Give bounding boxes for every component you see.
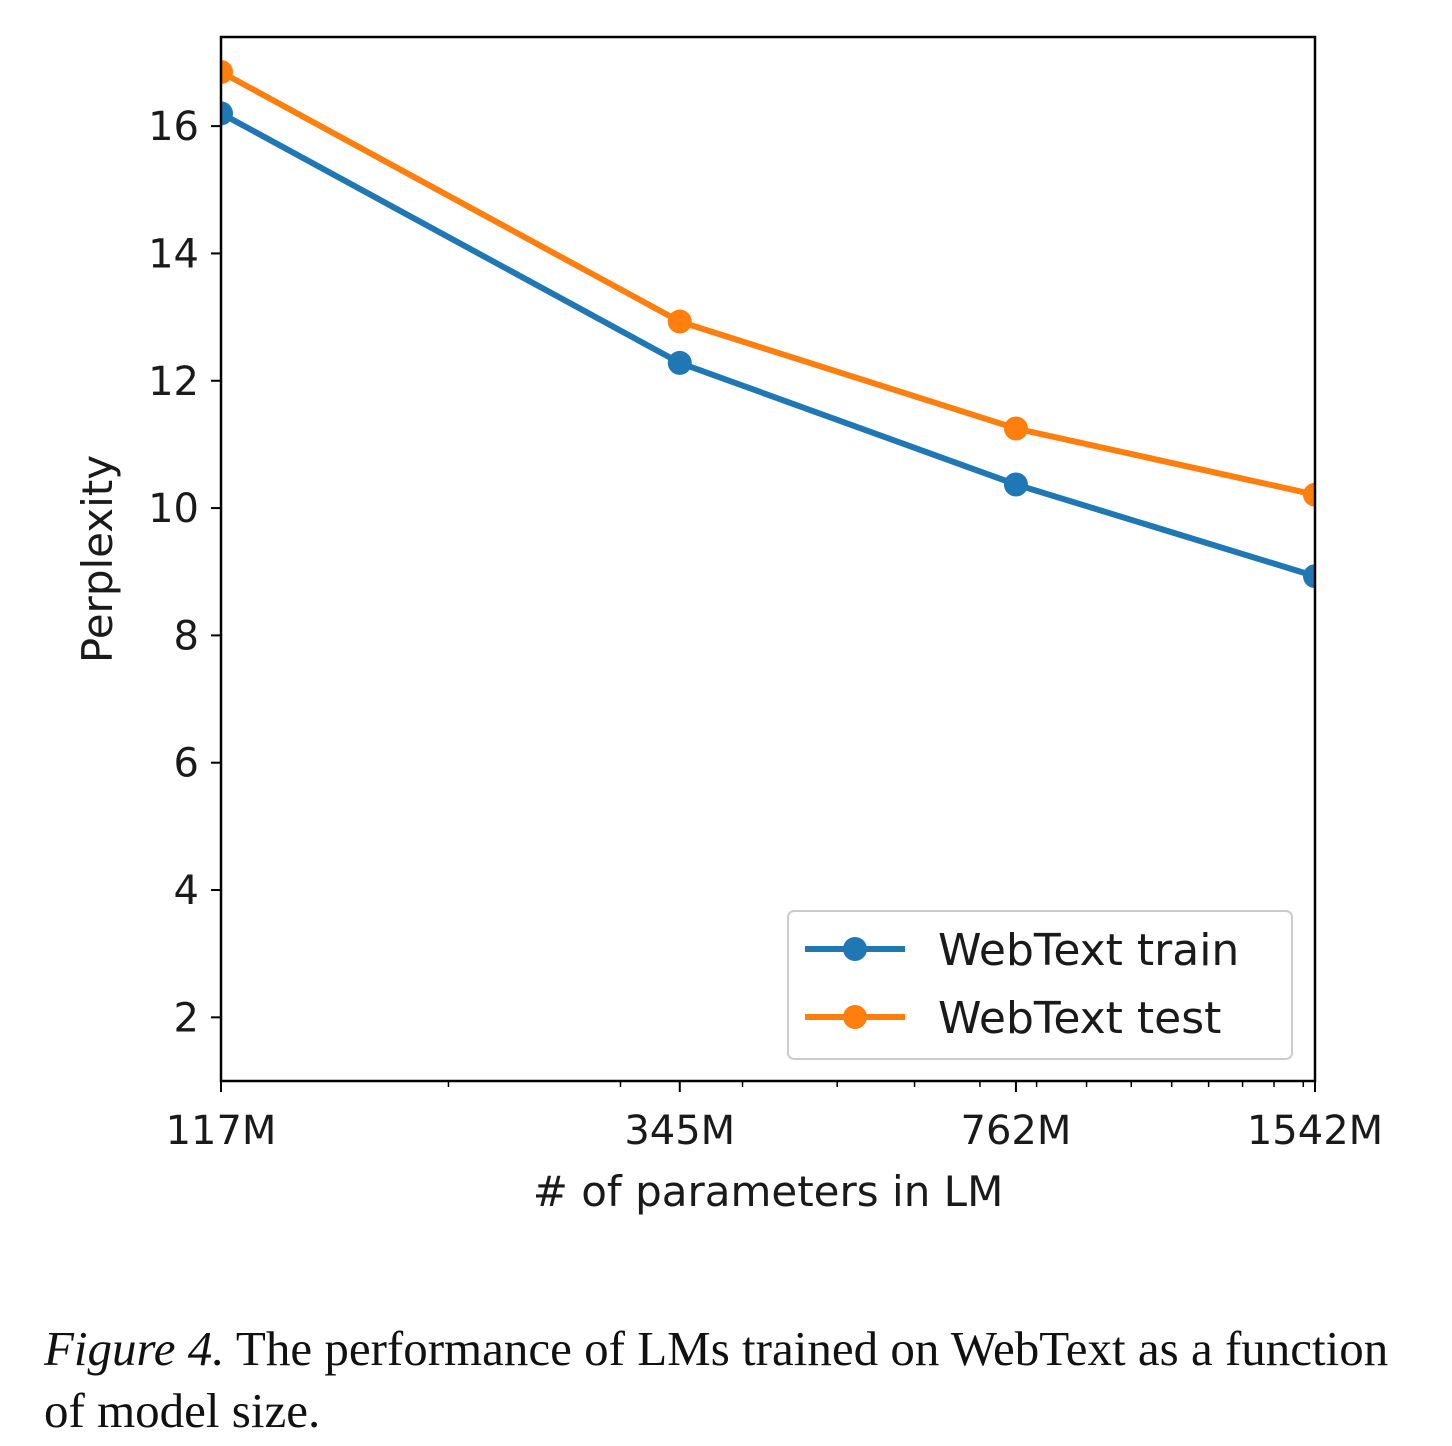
legend-label: WebText train	[938, 925, 1239, 976]
x-tick-label: 762M	[961, 1108, 1072, 1154]
series-1-point-3	[1003, 472, 1028, 497]
perplexity-chart: 2 4 6 8 10 12 14 16 117M 345M 762M 1542M # of param…	[73, 35, 1383, 1216]
legend-swatch-marker	[843, 937, 867, 961]
legend-swatch-marker	[843, 1005, 867, 1029]
y-tick-label: 12	[148, 359, 199, 405]
series-layer	[221, 60, 1315, 589]
caption-text: The performance of LMs trained on WebTex…	[44, 1321, 1389, 1438]
legend-box	[787, 910, 1293, 1060]
plot-frame	[219, 35, 1317, 1083]
series-2-point-1	[221, 60, 233, 85]
x-tick-label: 345M	[624, 1108, 735, 1154]
y-tick-label: 10	[148, 486, 199, 532]
legend: WebText train WebText test	[787, 910, 1293, 1060]
series-line-1	[221, 110, 1315, 580]
series-1-point-2	[667, 350, 692, 375]
x-tick-label: 117M	[166, 1108, 277, 1154]
y-axis-label: Perplexity	[73, 455, 122, 663]
series-2-point-4	[1303, 482, 1315, 507]
y-tick-label: 4	[174, 868, 199, 914]
x-tick-label: 1542M	[1247, 1108, 1383, 1154]
y-tick-label: 2	[174, 995, 199, 1041]
series-2-point-2	[667, 309, 692, 334]
y-tick-label: 6	[174, 741, 199, 787]
series-1-point-1	[221, 101, 233, 126]
series-1-point-4	[1303, 564, 1315, 589]
series-2-point-3	[1003, 416, 1028, 441]
caption-label: Figure 4.	[44, 1321, 225, 1376]
x-axis-label: # of parameters in LM	[533, 1167, 1004, 1216]
legend-label: WebText test	[938, 993, 1221, 1044]
y-tick-label: 16	[148, 104, 199, 150]
y-tick-label: 8	[174, 613, 199, 659]
series-line-2	[221, 69, 1315, 498]
figure-caption: Figure 4. The performance of LMs trained…	[44, 1318, 1434, 1442]
ticks-layer: 2 4 6 8 10 12 14 16 117M 345M 762M 1542M	[148, 104, 1383, 1154]
y-tick-label: 14	[148, 231, 199, 277]
